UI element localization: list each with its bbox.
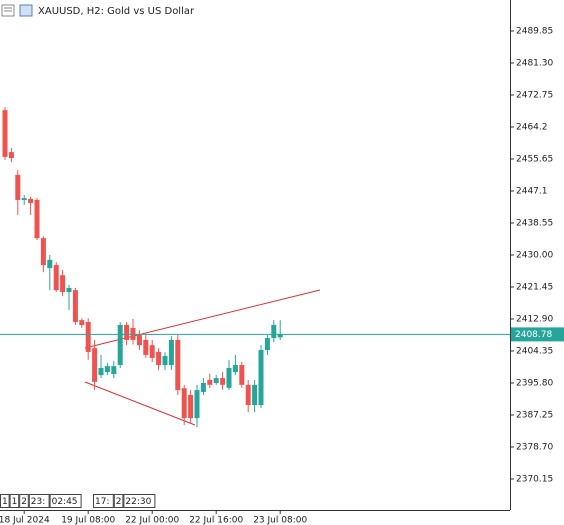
period-tag-box <box>113 494 124 508</box>
plot-area <box>2 107 283 428</box>
y-tick-label: 2472.75 <box>516 90 553 100</box>
candle-body <box>28 198 34 203</box>
last-price-label: 2408.78 <box>515 330 552 340</box>
candle-body <box>175 339 181 391</box>
period-tag: 17: <box>95 497 109 507</box>
period-tag-box <box>123 494 156 508</box>
y-tick-label: 2378.70 <box>516 442 553 452</box>
candle-body <box>136 335 142 346</box>
candle-body <box>258 350 264 406</box>
period-tag-box <box>49 494 82 508</box>
candle-body <box>21 198 27 200</box>
chart-icon[interactable] <box>19 4 33 17</box>
period-tag-box <box>93 494 114 508</box>
period-tag-box <box>19 494 29 508</box>
period-tag: 22:30 <box>125 497 151 507</box>
candle-body <box>226 368 232 388</box>
candle-body <box>232 365 238 373</box>
period-tag: 02:45 <box>52 497 78 507</box>
period-tag: 1 <box>2 497 8 507</box>
last-price-box <box>511 327 564 342</box>
candle-body <box>239 365 245 385</box>
candle-body <box>168 339 174 366</box>
candle-body <box>245 384 251 406</box>
x-tick-label: 19 Jul 08:00 <box>61 516 115 525</box>
menu-icon[interactable] <box>1 4 15 17</box>
period-tag: 1 <box>12 497 18 507</box>
candle-body <box>143 339 149 355</box>
candle-body <box>207 379 213 385</box>
candle-body <box>92 348 98 382</box>
period-tag-box <box>9 494 20 508</box>
candle-body <box>200 382 206 392</box>
candle-body <box>60 275 66 293</box>
y-tick-label: 2447.1 <box>516 186 548 196</box>
y-tick-label: 2395.80 <box>516 378 553 388</box>
y-tick-label: 2464.2 <box>516 122 548 132</box>
period-tag: 2 <box>116 497 122 507</box>
x-tick-label: 18 Jul 2024 <box>0 516 50 525</box>
y-tick-label: 2412.90 <box>516 314 553 324</box>
candle-body <box>104 366 110 373</box>
candle-body <box>156 351 162 366</box>
candle-body <box>264 338 270 351</box>
trend-line[interactable] <box>84 381 196 426</box>
candle-body <box>72 290 78 322</box>
candle-body <box>181 388 187 419</box>
y-tick-label: 2489.85 <box>516 26 553 36</box>
period-tag-box <box>0 494 10 508</box>
candle-body <box>8 152 14 159</box>
candle-body <box>194 390 200 419</box>
x-tick-label: 22 Jul 16:00 <box>189 516 243 525</box>
candle-body <box>98 368 104 376</box>
candle-body <box>40 238 46 266</box>
candle-body <box>79 320 85 325</box>
period-tag: 2 <box>21 497 27 507</box>
candle-body <box>271 324 277 339</box>
y-tick-label: 2387.25 <box>516 410 553 420</box>
y-tick-label: 2404.35 <box>516 346 553 356</box>
candle-body <box>15 174 21 200</box>
candle-body <box>2 110 8 157</box>
period-tag-box <box>28 494 50 508</box>
x-tick-label: 23 Jul 08:00 <box>253 516 307 525</box>
y-tick-label: 2430.00 <box>516 250 553 260</box>
candle-body <box>188 394 194 419</box>
candle-body <box>34 199 40 239</box>
candle-body <box>111 366 117 374</box>
period-tag: 23: <box>31 497 45 507</box>
candle-body <box>66 287 72 293</box>
candle-body <box>117 324 123 366</box>
x-tick-label: 22 Jul 00:00 <box>125 516 179 525</box>
y-tick-label: 2438.55 <box>516 218 553 228</box>
y-tick-label: 2455.65 <box>516 154 553 164</box>
candle-body <box>53 265 59 291</box>
candle-body <box>124 324 130 340</box>
y-tick-label: 2481.30 <box>516 58 553 68</box>
candle-body <box>85 321 91 352</box>
candle-body <box>149 345 155 358</box>
candle-body <box>220 378 226 385</box>
candle-body <box>277 334 283 338</box>
candle-body <box>162 356 168 366</box>
candle-body <box>213 378 219 383</box>
candle-body <box>47 259 53 269</box>
y-tick-label: 2421.45 <box>516 282 553 292</box>
chart-title: XAUUSD, H2: Gold vs US Dollar <box>38 6 195 17</box>
symbol-icons <box>1 4 33 17</box>
candle-body <box>252 384 258 406</box>
y-tick-label: 2370.15 <box>516 474 553 484</box>
